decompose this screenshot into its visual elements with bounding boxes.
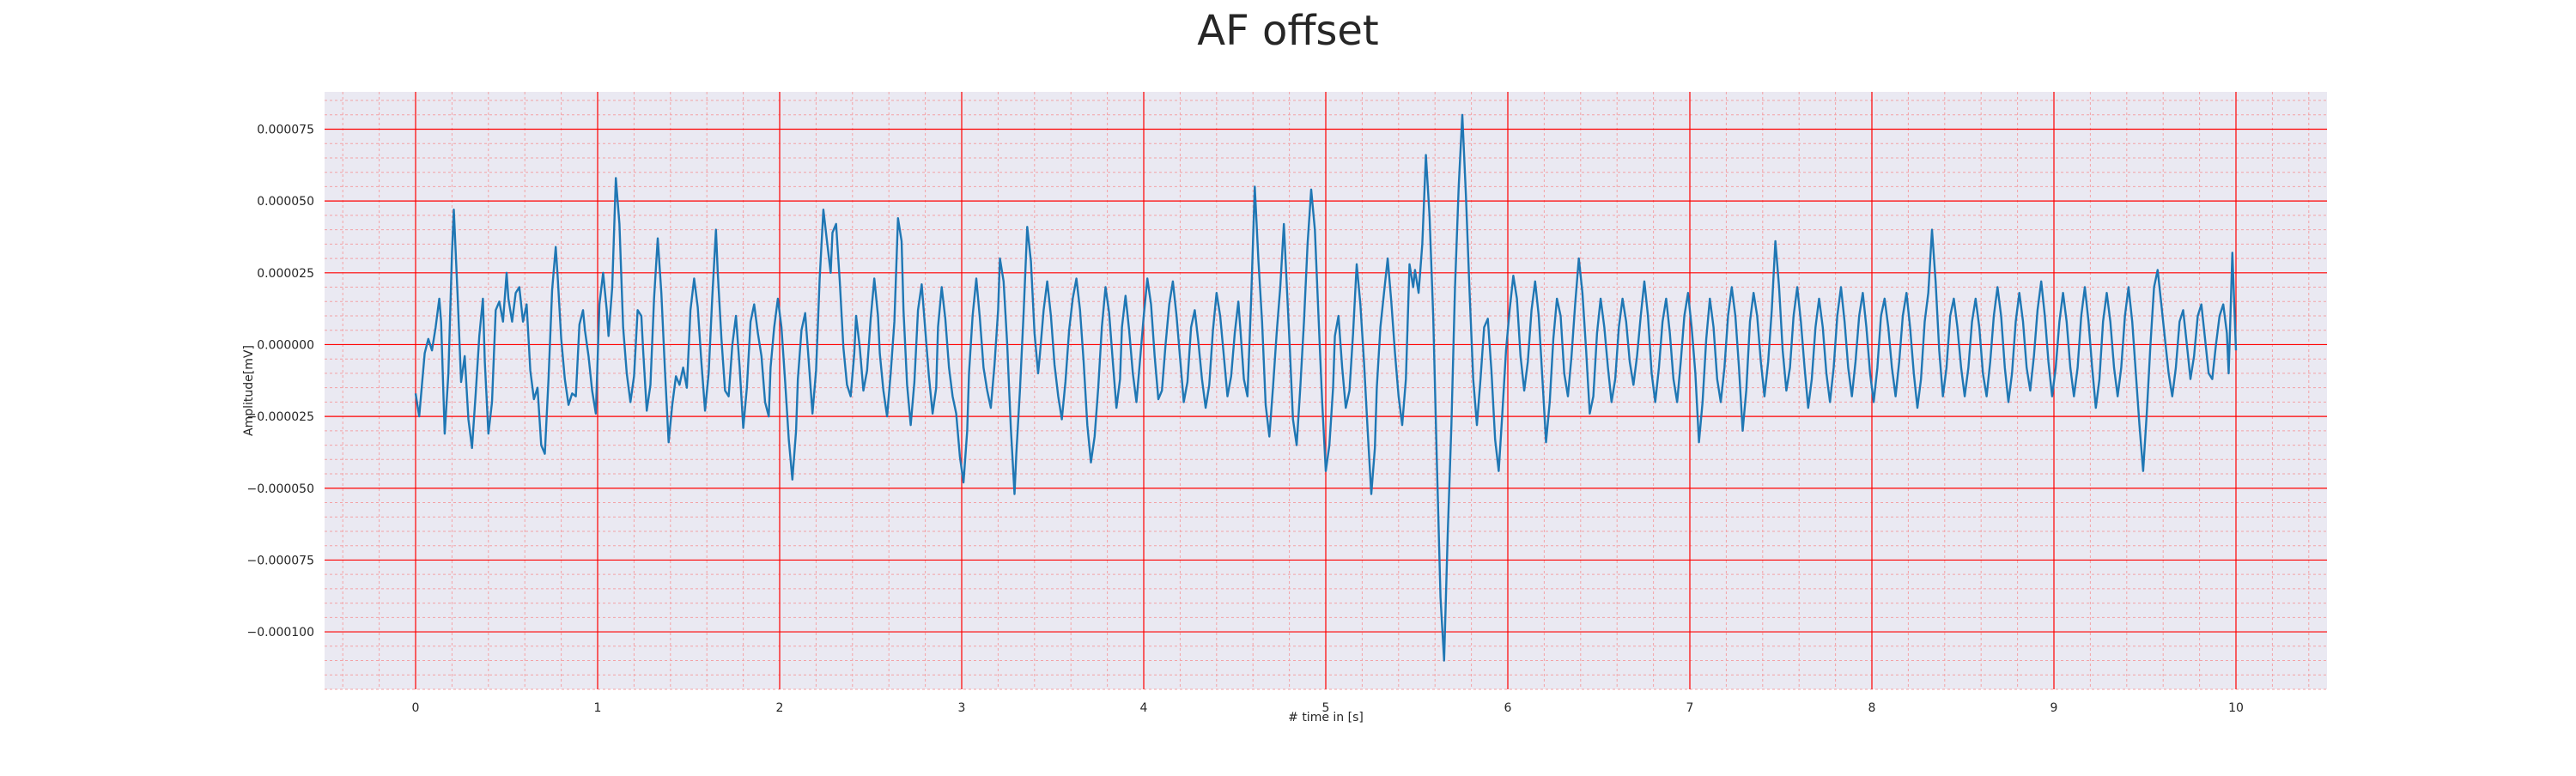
y-tick-labels: 0.000075 0.000050 0.000025 0.000000 −0.00002… bbox=[246, 124, 314, 640]
y-axis-label: Amplitude[mV] bbox=[242, 345, 256, 436]
x-tick-label: 1 bbox=[594, 701, 602, 715]
series-line bbox=[414, 113, 2238, 662]
x-tick-label: 2 bbox=[776, 701, 784, 715]
y-tick-label: −0.000050 bbox=[246, 482, 314, 496]
y-tick-label: 0.000000 bbox=[257, 338, 314, 352]
x-tick-labels: 0 1 2 3 4 5 6 7 8 9 10 bbox=[412, 701, 2244, 715]
x-axis-label: # time in [s] bbox=[1288, 711, 1364, 724]
x-tick-label: 3 bbox=[958, 701, 966, 715]
y-tick-label: 0.000075 bbox=[257, 124, 314, 137]
chart-title: AF offset bbox=[1197, 7, 1379, 55]
x-tick-label: 6 bbox=[1504, 701, 1512, 715]
y-tick-label: −0.000075 bbox=[246, 554, 314, 567]
major-grid bbox=[325, 92, 2327, 689]
x-tick-label: 10 bbox=[2228, 701, 2244, 715]
x-tick-label: 0 bbox=[412, 701, 420, 715]
y-tick-label: 0.000050 bbox=[257, 195, 314, 209]
x-tick-label: 5 bbox=[1322, 701, 1330, 715]
y-tick-label: 0.000025 bbox=[257, 267, 314, 281]
x-tick-label: 7 bbox=[1686, 701, 1694, 715]
x-tick-label: 8 bbox=[1868, 701, 1876, 715]
y-tick-label: −0.000025 bbox=[246, 410, 314, 424]
y-tick-label: −0.000100 bbox=[246, 626, 314, 640]
series-layer bbox=[414, 113, 2238, 662]
x-tick-label: 4 bbox=[1140, 701, 1148, 715]
x-tick-label: 9 bbox=[2050, 701, 2058, 715]
